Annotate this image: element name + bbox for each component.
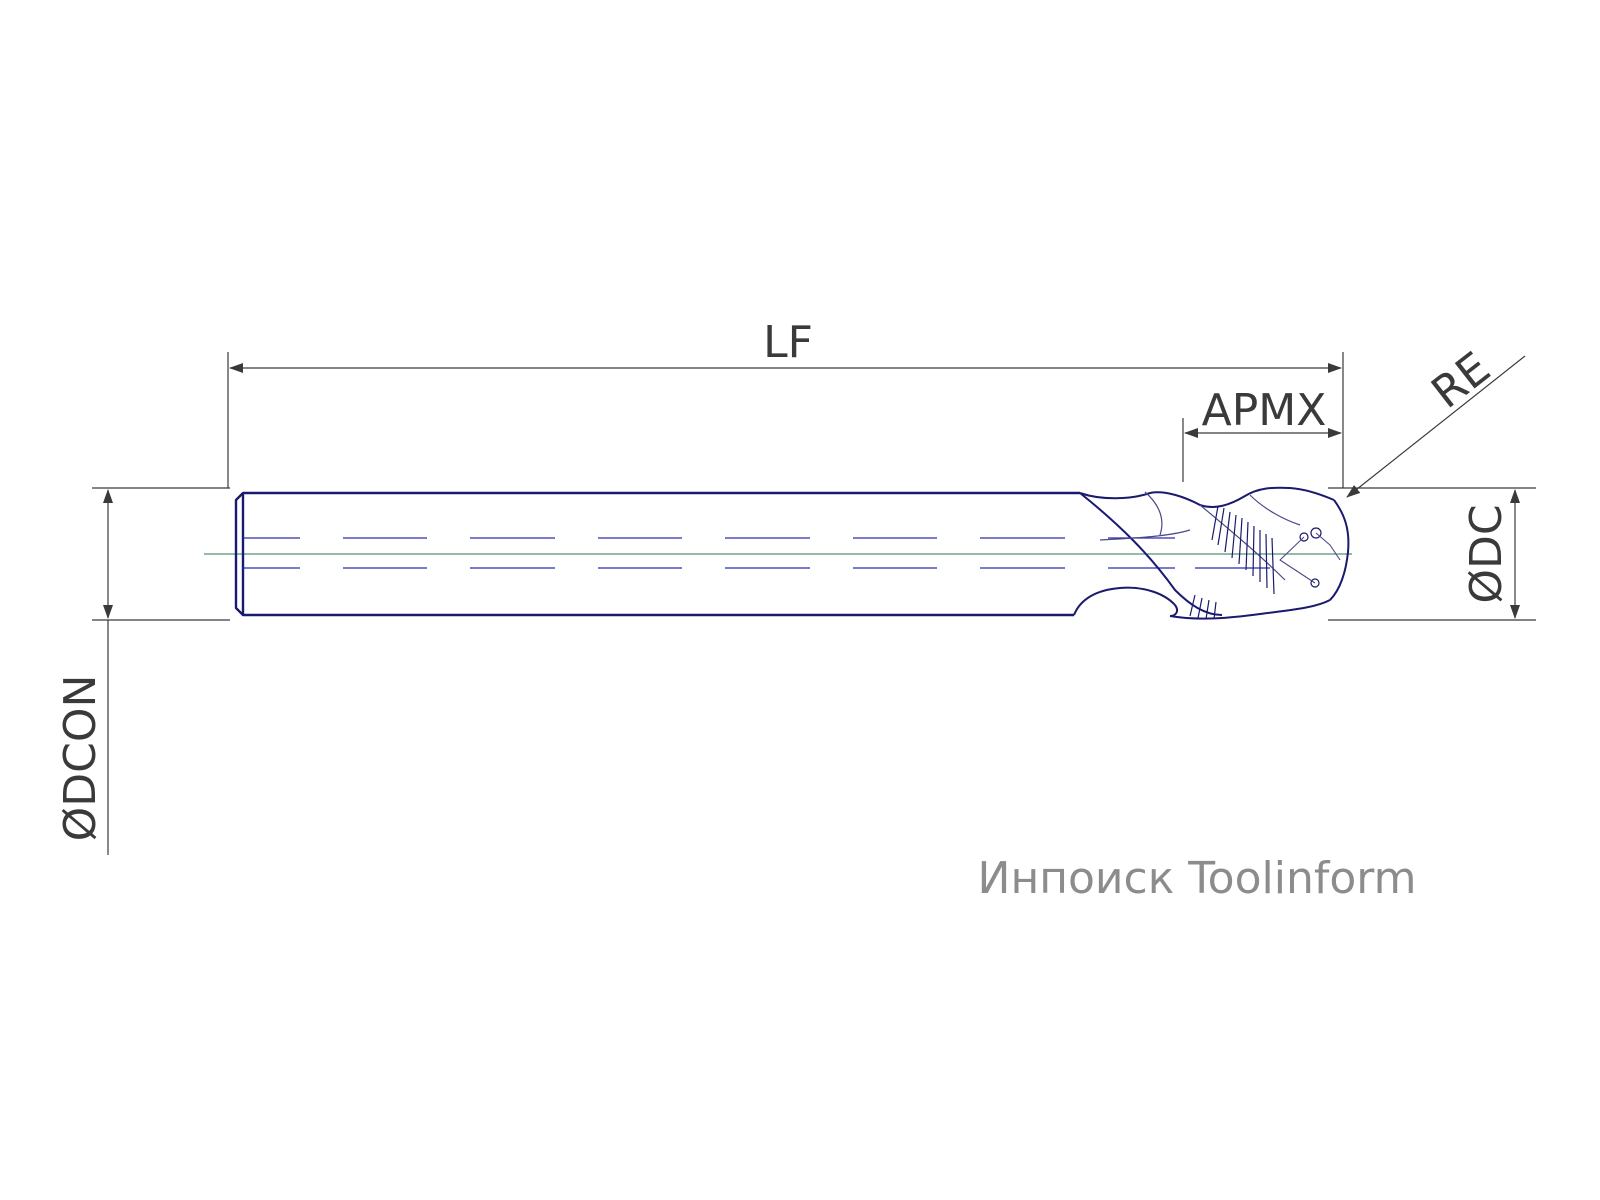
nose-center-mark-3 [1310, 578, 1320, 588]
dc-dimension: ØDC [1328, 487, 1536, 621]
brand-watermark: Инпоиск Toolinform [978, 853, 1417, 904]
lf-dimension: LF [227, 317, 1344, 488]
re-dimension: RE [1346, 343, 1526, 498]
dcon-label: ØDCON [55, 675, 106, 842]
lf-label: LF [763, 317, 813, 368]
shank-outline [234, 491, 1080, 617]
end-mill-tool [204, 486, 1352, 620]
re-label: RE [1422, 343, 1499, 419]
flute-hatch [1189, 505, 1275, 620]
cutting-nose [1329, 499, 1350, 601]
flute-inner-edge [1099, 491, 1301, 581]
flute-helix [1079, 492, 1223, 616]
nose-center-mark-2 [1299, 532, 1309, 542]
re-leader-line [1346, 355, 1526, 498]
cutting-head [1073, 486, 1350, 620]
cutting-bottom-edge [1169, 599, 1331, 620]
dcon-dimension: ØDCON [55, 487, 230, 855]
nose-center-mark [1310, 527, 1322, 539]
apmx-dimension: APMX [1182, 385, 1342, 482]
flute-upper [1079, 486, 1335, 508]
nose-construction [1279, 532, 1341, 584]
dc-label: ØDC [1461, 504, 1512, 603]
apmx-label: APMX [1202, 385, 1327, 436]
flute-lower-lobe [1073, 586, 1179, 617]
hidden-lines [243, 537, 1270, 569]
